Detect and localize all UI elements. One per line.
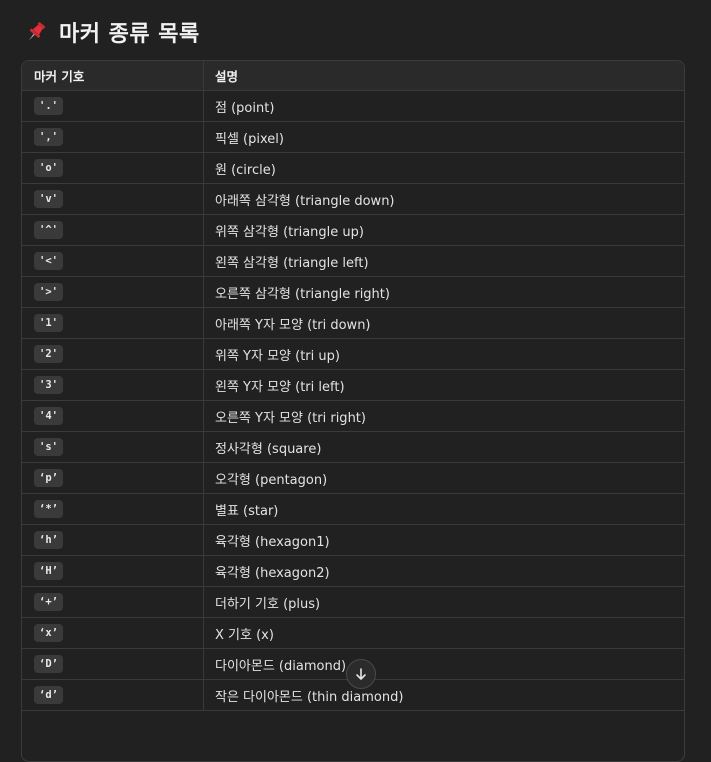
pushpin-icon xyxy=(23,19,49,45)
marker-symbol-cell: ‘p’ xyxy=(22,463,204,493)
marker-symbol-cell: ‘h’ xyxy=(22,525,204,555)
marker-code: ‘p’ xyxy=(34,469,63,487)
marker-code: ',' xyxy=(34,128,63,146)
marker-code: ‘h’ xyxy=(34,531,63,549)
marker-description: 왼쪽 Y자 모양 (tri left) xyxy=(215,379,345,395)
marker-symbol-cell: ‘H’ xyxy=(22,556,204,586)
marker-description: 별표 (star) xyxy=(215,503,279,519)
marker-symbol-cell: '3' xyxy=(22,370,204,400)
table-row: '3' 왼쪽 Y자 모양 (tri left) xyxy=(22,370,684,401)
table-row: ',' 픽셀 (pixel) xyxy=(22,122,684,153)
marker-description: 원 (circle) xyxy=(215,162,276,178)
marker-code: '3' xyxy=(34,376,63,394)
marker-code: '>' xyxy=(34,283,63,301)
table-row: '^' 위쪽 삼각형 (triangle up) xyxy=(22,215,684,246)
marker-code: ‘H’ xyxy=(34,562,63,580)
arrow-down-icon xyxy=(354,667,368,681)
marker-code: '4' xyxy=(34,407,63,425)
marker-code: ‘x’ xyxy=(34,624,63,642)
page-title: 마커 종류 목록 xyxy=(59,22,200,47)
table-row: 'o' 원 (circle) xyxy=(22,153,684,184)
marker-description: 정사각형 (square) xyxy=(215,441,322,457)
table-body: '.' 점 (point) ',' 픽셀 (pixel) 'o' 원 (circle) 'v… xyxy=(22,91,684,711)
marker-symbol-cell: 'o' xyxy=(22,153,204,183)
marker-symbol-cell: 'v' xyxy=(22,184,204,214)
marker-table: 마커 기호 설명 '.' 점 (point) ',' 픽셀 (pixel) 'o' 원 (… xyxy=(21,60,685,762)
marker-symbol-cell: '>' xyxy=(22,277,204,307)
marker-symbol-cell: '<' xyxy=(22,246,204,276)
marker-code: '<' xyxy=(34,252,63,270)
table-row: ‘+’ 더하기 기호 (plus) xyxy=(22,587,684,618)
marker-description: 왼쪽 삼각형 (triangle left) xyxy=(215,255,369,271)
marker-description: 육각형 (hexagon2) xyxy=(215,565,330,581)
table-row: 's' 정사각형 (square) xyxy=(22,432,684,463)
marker-symbol-cell: ',' xyxy=(22,122,204,152)
marker-symbol-cell: '^' xyxy=(22,215,204,245)
marker-symbol-cell: 's' xyxy=(22,432,204,462)
table-row: '>' 오른쪽 삼각형 (triangle right) xyxy=(22,277,684,308)
marker-code: '^' xyxy=(34,221,63,239)
table-row: '1' 아래쪽 Y자 모양 (tri down) xyxy=(22,308,684,339)
table-row: ‘x’ X 기호 (x) xyxy=(22,618,684,649)
column-header-description: 설명 xyxy=(215,69,239,84)
marker-code: '2' xyxy=(34,345,63,363)
marker-description: 위쪽 Y자 모양 (tri up) xyxy=(215,348,340,364)
marker-code: ‘+’ xyxy=(34,593,63,611)
table-header-row: 마커 기호 설명 xyxy=(22,61,684,91)
marker-description: 아래쪽 삼각형 (triangle down) xyxy=(215,193,395,209)
marker-code: 'o' xyxy=(34,159,63,177)
marker-code: 's' xyxy=(34,438,63,456)
marker-description: 육각형 (hexagon1) xyxy=(215,534,330,550)
scroll-to-bottom-button[interactable] xyxy=(346,659,376,689)
marker-code: ‘*’ xyxy=(34,500,63,518)
table-row: ‘p’ 오각형 (pentagon) xyxy=(22,463,684,494)
table-row: ‘h’ 육각형 (hexagon1) xyxy=(22,525,684,556)
marker-description: 아래쪽 Y자 모양 (tri down) xyxy=(215,317,371,333)
marker-description: 다이아몬드 (diamond) xyxy=(215,658,347,674)
marker-code: '.' xyxy=(34,97,63,115)
marker-symbol-cell: ‘x’ xyxy=(22,618,204,648)
table-row: '<' 왼쪽 삼각형 (triangle left) xyxy=(22,246,684,277)
table-row: ‘d’ 작은 다이아몬드 (thin diamond) xyxy=(22,680,684,711)
table-row: ‘*’ 별표 (star) xyxy=(22,494,684,525)
marker-description: 더하기 기호 (plus) xyxy=(215,596,321,612)
marker-description: 픽셀 (pixel) xyxy=(215,131,284,147)
marker-symbol-cell: ‘+’ xyxy=(22,587,204,617)
marker-symbol-cell: '1' xyxy=(22,308,204,338)
marker-code: ‘D’ xyxy=(34,655,63,673)
section-heading: 마커 종류 목록 xyxy=(23,14,200,50)
table-row: ‘H’ 육각형 (hexagon2) xyxy=(22,556,684,587)
marker-description: 작은 다이아몬드 (thin diamond) xyxy=(215,689,404,705)
marker-description: 오각형 (pentagon) xyxy=(215,472,328,488)
marker-symbol-cell: '2' xyxy=(22,339,204,369)
table-row: '2' 위쪽 Y자 모양 (tri up) xyxy=(22,339,684,370)
marker-description: 오른쪽 Y자 모양 (tri right) xyxy=(215,410,366,426)
marker-code: ‘d’ xyxy=(34,686,63,704)
marker-symbol-cell: '.' xyxy=(22,91,204,121)
marker-description: 오른쪽 삼각형 (triangle right) xyxy=(215,286,390,302)
marker-description: X 기호 (x) xyxy=(215,627,274,643)
column-header-marker-symbol: 마커 기호 xyxy=(22,61,204,90)
marker-code: 'v' xyxy=(34,190,63,208)
marker-description: 위쪽 삼각형 (triangle up) xyxy=(215,224,364,240)
marker-description: 점 (point) xyxy=(215,100,275,116)
marker-symbol-cell: '4' xyxy=(22,401,204,431)
table-row: 'v' 아래쪽 삼각형 (triangle down) xyxy=(22,184,684,215)
marker-code: '1' xyxy=(34,314,63,332)
table-row: '4' 오른쪽 Y자 모양 (tri right) xyxy=(22,401,684,432)
marker-symbol-cell: ‘*’ xyxy=(22,494,204,524)
table-row: '.' 점 (point) xyxy=(22,91,684,122)
marker-symbol-cell: ‘D’ xyxy=(22,649,204,679)
marker-symbol-cell: ‘d’ xyxy=(22,680,204,710)
